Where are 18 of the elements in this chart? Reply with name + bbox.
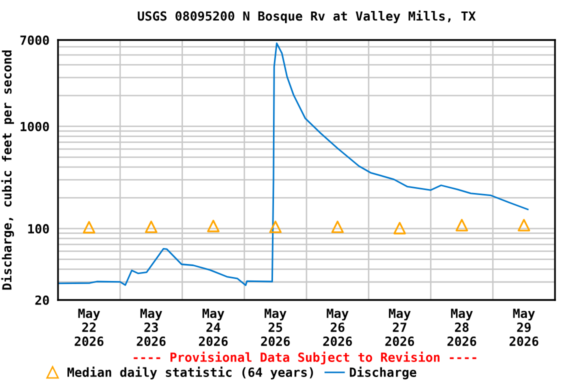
- x-tick-label: May 27 2026: [385, 308, 414, 346]
- legend-label: Median daily statistic (64 years): [67, 366, 313, 380]
- y-tick-label: 1000: [20, 122, 49, 132]
- x-tick-label: May 25 2026: [261, 308, 290, 346]
- line-series: [58, 42, 529, 286]
- chart-title: USGS 08095200 N Bosque Rv at Valley Mills, TX: [138, 10, 476, 24]
- x-tick-label: May 22 2026: [74, 308, 104, 346]
- x-tick-label: May 24 2026: [198, 308, 228, 346]
- x-tick-label: May 26 2026: [323, 308, 352, 346]
- x-tick-label: May 28 2026: [447, 308, 476, 346]
- x-tick-label: May 23 2026: [136, 308, 166, 346]
- x-tick-label: May 29 2026: [510, 308, 538, 346]
- text: ---- Provisional Data Subject to Revision ----: [134, 352, 476, 364]
- y-tick-label: 100: [28, 224, 49, 234]
- legend-label: Discharge: [350, 366, 416, 380]
- y-tick-label: 7000: [20, 35, 49, 45]
- y-axis-title: Discharge, cubic feet per second: [1, 50, 14, 290]
- y-tick-label: 20: [35, 295, 49, 305]
